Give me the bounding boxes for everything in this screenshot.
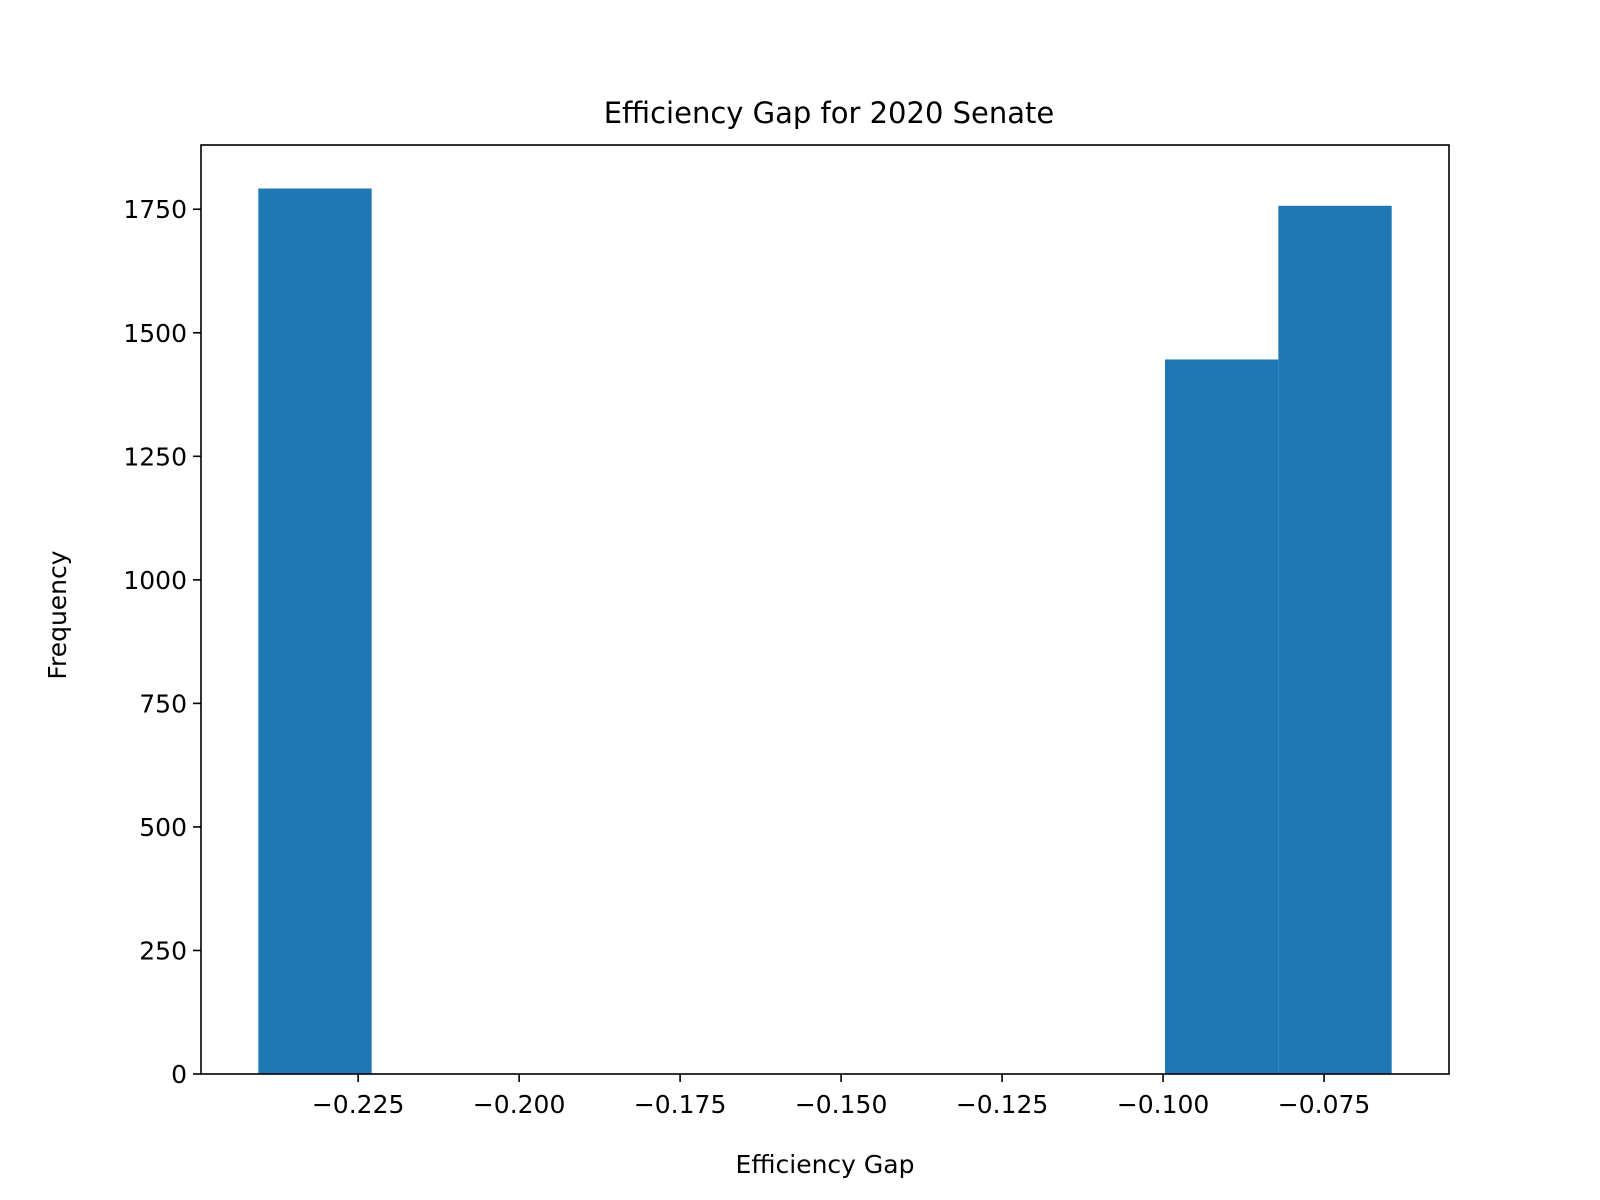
y-axis-label: Frequency [43,550,72,679]
y-tick-label: 1000 [123,566,187,595]
x-tick-label: −0.125 [956,1090,1049,1119]
x-tick-label: −0.075 [1278,1090,1371,1119]
y-axis-ticks: 0 250 500 750 1000 1250 1500 1750 [123,195,201,1089]
x-tick-label: −0.200 [473,1090,566,1119]
chart-title: Efficiency Gap for 2020 Senate [604,96,1055,130]
histogram-bar [258,188,372,1074]
x-tick-label: −0.150 [795,1090,888,1119]
x-axis-ticks: −0.225 −0.200 −0.175 −0.150 −0.125 −0.100 −0.0… [312,1074,1370,1119]
y-tick-label: 250 [139,936,187,965]
x-axis-label: Efficiency Gap [736,1150,915,1179]
y-tick-label: 0 [171,1060,187,1089]
y-tick-label: 1750 [123,195,187,224]
y-tick-label: 1500 [123,319,187,348]
bars-group [258,188,1392,1074]
histogram-bar [1278,205,1392,1074]
y-tick-label: 500 [139,813,187,842]
histogram-bar [1165,359,1279,1074]
plot-frame [200,144,1450,1075]
x-tick-label: −0.225 [312,1090,405,1119]
x-tick-label: −0.175 [634,1090,727,1119]
x-tick-label: −0.100 [1117,1090,1210,1119]
y-tick-label: 750 [139,689,187,718]
y-tick-label: 1250 [123,442,187,471]
